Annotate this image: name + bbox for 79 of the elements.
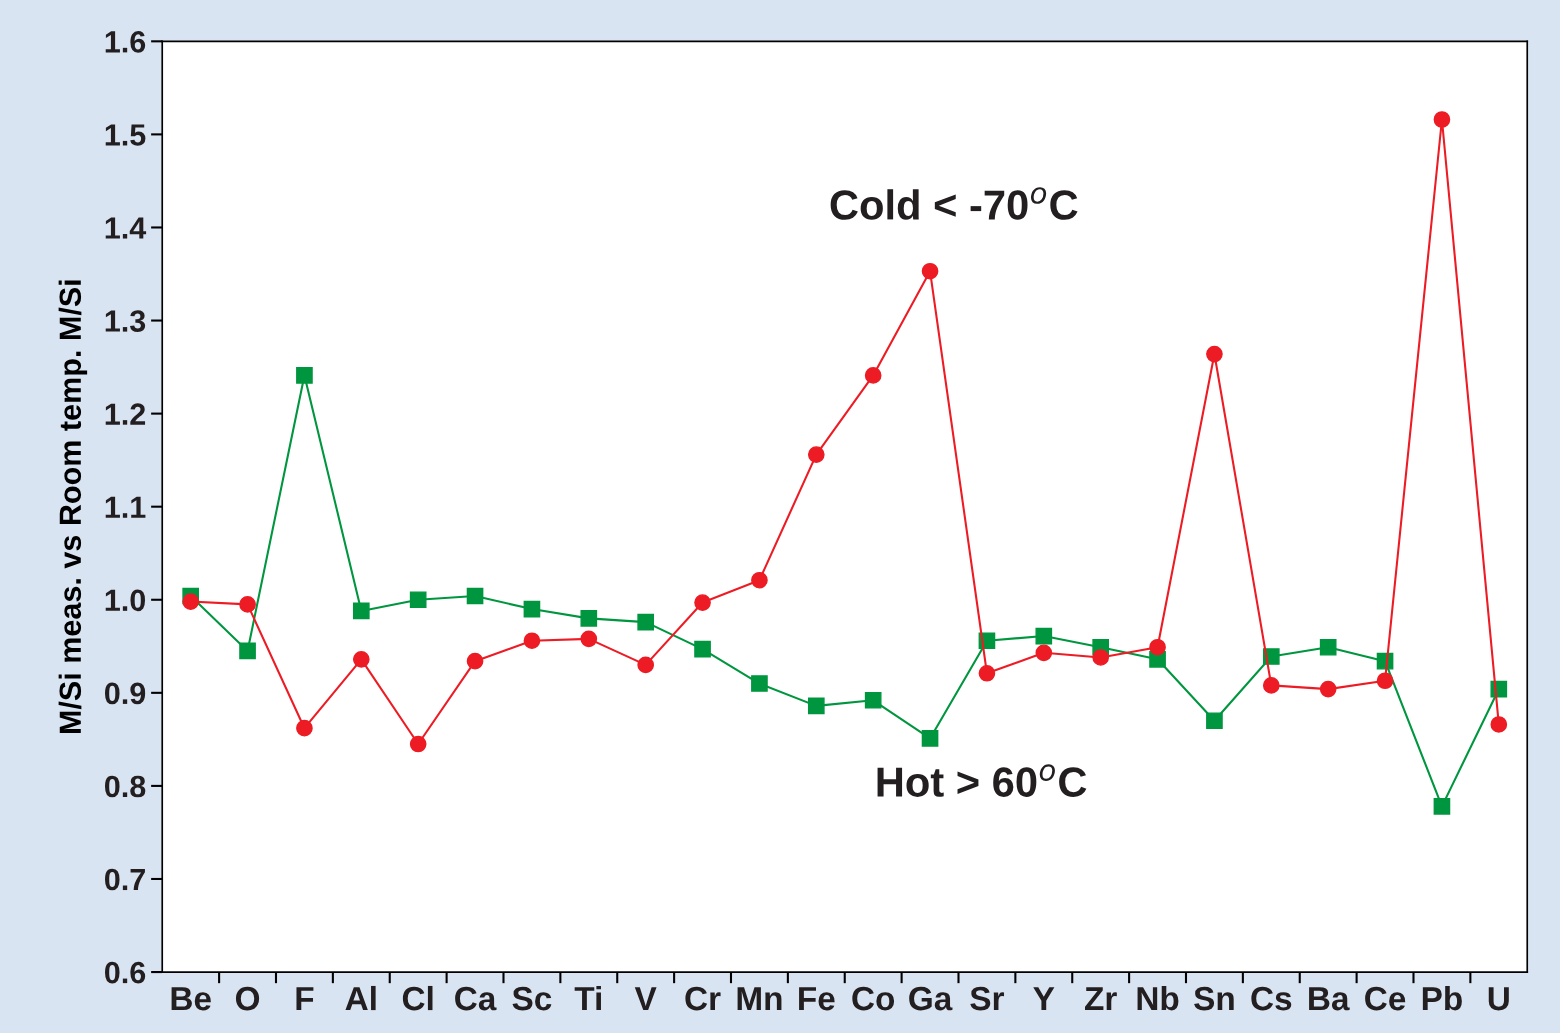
point: [352, 602, 370, 620]
series-label: Hot > 60$^{o}$C: [877, 764, 1087, 797]
point: [864, 367, 882, 384]
point: [296, 367, 313, 384]
y-tick-label: 1.1: [105, 496, 146, 518]
point: [466, 652, 484, 670]
point: [296, 719, 313, 737]
y-tick-label: 0.9: [105, 682, 146, 705]
point: [1490, 716, 1508, 733]
x-tick-label: Ga: [909, 986, 953, 1011]
point: [921, 730, 939, 747]
x-tick-label: Pb: [1422, 985, 1462, 1011]
point: [466, 587, 484, 605]
point: [864, 691, 882, 709]
y-tick-label: 1.3: [105, 310, 146, 332]
point: [637, 613, 655, 631]
point: [1149, 638, 1166, 656]
point: [523, 632, 541, 650]
point: [921, 262, 939, 280]
y-tick-label: 1.0: [105, 589, 146, 612]
x-tick-label: Fe: [799, 987, 835, 1011]
point: [1092, 649, 1110, 666]
point: [580, 610, 598, 627]
x-tick-label: Zr: [1085, 987, 1117, 1011]
point: [1433, 111, 1451, 128]
x-tick-label: V: [634, 987, 657, 1011]
x-tick-label: U: [1488, 987, 1509, 1011]
point: [751, 675, 768, 692]
point: [1206, 345, 1223, 363]
point: [694, 594, 711, 611]
point: [751, 571, 768, 589]
x-tick-label: Sr: [970, 986, 1005, 1011]
point: [1376, 672, 1394, 690]
point: [409, 735, 427, 753]
y-axis-title: M/Si meas. vs Room temp. M/Si: [58, 280, 88, 734]
point: [978, 664, 996, 682]
x-tick-label: Ca: [455, 986, 497, 1011]
x-tick-label: Nb: [1137, 985, 1179, 1011]
point: [409, 591, 427, 609]
point: [807, 446, 825, 463]
x-tick-label: Sc: [512, 986, 552, 1011]
y-tick-label: 1.2: [105, 403, 146, 425]
x-tick-label: Be: [171, 987, 211, 1011]
x-tick-label: Co: [852, 986, 895, 1011]
x-tick-label: Cr: [685, 986, 721, 1011]
x-tick-label: F: [296, 987, 314, 1011]
x-tick-label: O: [235, 986, 260, 1011]
point: [1035, 644, 1053, 662]
point: [1319, 680, 1337, 698]
x-tick-label: Ba: [1309, 987, 1350, 1011]
x-tick-label: Mn: [737, 987, 782, 1011]
point: [1319, 638, 1337, 656]
x-tick-label: Sn: [1194, 986, 1234, 1011]
x-tick-label: Al: [345, 985, 376, 1011]
point: [580, 630, 598, 648]
x-tick-label: Y: [1033, 987, 1055, 1011]
series-label: Cold < -70$^{o}$C: [830, 187, 1078, 220]
y-tick-label: 0.7: [105, 868, 145, 891]
point: [239, 596, 256, 613]
point: [352, 650, 370, 668]
x-tick-label: Ti: [574, 985, 601, 1011]
y-tick-label: 1.4: [105, 217, 147, 239]
point: [637, 656, 655, 674]
y-tick-label: 0.8: [105, 775, 146, 798]
x-tick-label: Ce: [1365, 986, 1406, 1011]
y-tick-label: 1.5: [105, 124, 146, 146]
point: [239, 642, 256, 660]
point: [1206, 712, 1223, 730]
point: [1262, 677, 1280, 694]
x-tick-label: Cs: [1251, 986, 1292, 1011]
point: [1433, 798, 1451, 815]
point: [182, 593, 200, 610]
point: [694, 640, 711, 658]
point: [807, 697, 825, 715]
y-tick-label: 1.6: [105, 31, 146, 53]
x-tick-label: Cl: [402, 985, 433, 1011]
point: [523, 600, 541, 618]
y-tick-label: 0.6: [105, 961, 146, 984]
point: [1035, 627, 1053, 645]
